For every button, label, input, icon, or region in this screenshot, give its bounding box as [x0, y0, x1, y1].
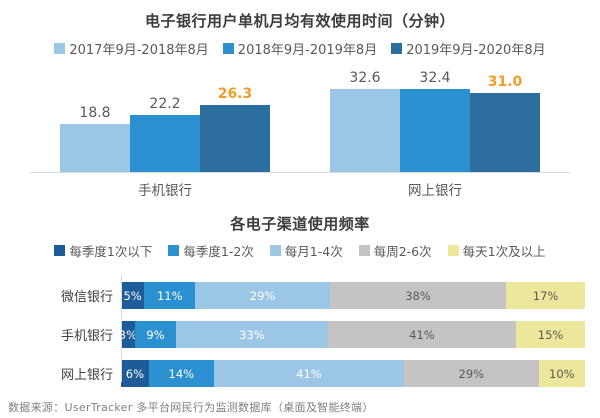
bar — [60, 123, 130, 172]
stacked-bar: 6% 14% 41% 29% 10% — [121, 360, 585, 387]
legend-label: 每天1次及以上 — [462, 244, 546, 259]
legend-swatch-icon — [391, 42, 403, 54]
bar-cell: 32.6 — [330, 70, 400, 172]
segment-label: 17% — [532, 288, 559, 303]
segment-label: 41% — [409, 327, 435, 342]
segment-label: 29% — [458, 366, 485, 381]
value-label: 22.2 — [149, 95, 181, 112]
segment-label: 41% — [296, 366, 322, 381]
frequency-rows: 微信银行 5% 11% 29% 38% 17% 手机银行 3% 9% 33% 41% 15% 网上银行 6… — [0, 282, 585, 387]
legend-label: 2018年9月-2019年8月 — [237, 42, 378, 58]
segment-label: 38% — [405, 288, 431, 303]
frequency-chart: 微信银行 5% 11% 29% 38% 17% 手机银行 3% 9% 33% 41% 15% 网上银行 6… — [0, 275, 600, 387]
segment-label: 29% — [249, 288, 276, 303]
legend-item: 每月1-4次 — [269, 241, 343, 260]
bar-segment: 9% — [134, 321, 177, 348]
frequency-row: 手机银行 3% 9% 33% 41% 15% — [0, 321, 585, 348]
usage-time-categories: 手机银行 网上银行 — [30, 173, 570, 199]
legend-item: 2018年9月-2019年8月 — [222, 39, 378, 58]
bar-segment: 41% — [327, 321, 517, 348]
bar — [470, 92, 540, 172]
legend-label: 每周2-6次 — [373, 244, 432, 259]
segment-label: 6% — [125, 366, 145, 381]
legend-swatch-icon — [222, 42, 234, 54]
bar — [130, 114, 200, 172]
value-label: 32.6 — [349, 69, 381, 86]
segment-label: 11% — [156, 288, 183, 303]
legend-swatch-icon — [168, 245, 180, 256]
legend-swatch-icon — [447, 245, 459, 256]
bar-cell: 31.0 — [470, 74, 540, 172]
frequency-row: 网上银行 6% 14% 41% 29% 10% — [0, 360, 585, 387]
bar-cell: 22.2 — [130, 96, 200, 172]
bar-cell: 18.8 — [60, 105, 130, 172]
data-source-note: 数据来源：UserTracker 多平台网民行为监测数据库（桌面及智能终端） — [8, 401, 374, 414]
frequency-row: 微信银行 5% 11% 29% 38% 17% — [0, 282, 585, 309]
bar-segment: 3% — [118, 321, 138, 348]
segment-label: 9% — [146, 327, 165, 342]
bar-group: 32.6 32.4 31.0 — [330, 70, 540, 172]
bar-segment: 11% — [144, 282, 196, 309]
bar — [330, 88, 400, 172]
bar-segment: 10% — [538, 360, 585, 387]
legend-item: 每季度1次以下 — [54, 241, 152, 260]
legend-label: 每季度1次以下 — [69, 244, 153, 259]
category-label: 网上银行 — [408, 182, 462, 199]
bar-segment: 29% — [195, 282, 330, 309]
bar-group: 18.8 22.2 26.3 — [60, 86, 270, 172]
row-label: 网上银行 — [60, 368, 113, 383]
usage-time-chart-title: 电子银行用户单机月均有效使用时间（分钟） — [144, 12, 455, 30]
frequency-axis-line — [121, 275, 122, 382]
segment-label: 33% — [239, 327, 265, 342]
frequency-legend: 每季度1次以下 每季度1-2次 每月1-4次 每周2-6次 每天1次及以上 — [0, 241, 600, 260]
bar-segment: 38% — [329, 282, 507, 309]
frequency-chart-title: 各电子渠道使用频率 — [230, 214, 370, 233]
value-label: 26.3 — [217, 85, 253, 102]
bar — [400, 88, 470, 172]
row-label: 微信银行 — [60, 290, 113, 305]
value-label: 32.4 — [419, 69, 451, 86]
stacked-bar: 3% 9% 33% 41% 15% — [118, 321, 585, 348]
legend-swatch-icon — [269, 245, 281, 256]
legend-swatch-icon — [54, 42, 66, 54]
value-label: 18.8 — [79, 104, 111, 121]
segment-label: 5% — [123, 288, 142, 303]
legend-label: 2019年9月-2020年8月 — [406, 42, 546, 58]
bar-segment: 41% — [213, 360, 405, 387]
legend-item: 每周2-6次 — [358, 241, 432, 260]
legend-swatch-icon — [358, 245, 370, 256]
bar-segment: 14% — [148, 360, 214, 387]
segment-label: 10% — [549, 366, 575, 381]
legend-item: 2017年9月-2018年8月 — [54, 39, 209, 58]
bar-segment: 5% — [121, 282, 145, 309]
legend-label: 每季度1-2次 — [183, 244, 254, 259]
category-label: 手机银行 — [138, 182, 192, 199]
value-label: 31.0 — [487, 73, 523, 90]
bar-segment: 6% — [121, 360, 149, 387]
segment-label: 14% — [168, 366, 195, 381]
segment-label: 3% — [118, 327, 138, 342]
bar — [200, 104, 270, 172]
usage-time-legend: 2017年9月-2018年8月 2018年9月-2019年8月 2019年9月-20… — [0, 39, 600, 58]
row-label: 手机银行 — [60, 329, 113, 344]
bar-segment: 15% — [516, 321, 585, 348]
legend-swatch-icon — [54, 245, 66, 256]
bar-cell: 26.3 — [200, 86, 270, 172]
legend-item: 每季度1-2次 — [168, 241, 254, 260]
legend-label: 每月1-4次 — [284, 244, 343, 259]
usage-time-plot: 18.8 22.2 26.3 32.6 32.4 31.0 — [30, 66, 570, 173]
bar-segment: 33% — [176, 321, 328, 348]
legend-item: 2019年9月-2020年8月 — [391, 39, 546, 58]
stacked-bar: 5% 11% 29% 38% 17% — [121, 282, 585, 309]
legend-label: 2017年9月-2018年8月 — [69, 42, 209, 58]
bar-segment: 29% — [404, 360, 539, 387]
legend-item: 每天1次及以上 — [447, 241, 546, 260]
bar-cell: 32.4 — [400, 70, 470, 172]
bar-segment: 17% — [506, 282, 585, 309]
segment-label: 15% — [537, 327, 564, 342]
